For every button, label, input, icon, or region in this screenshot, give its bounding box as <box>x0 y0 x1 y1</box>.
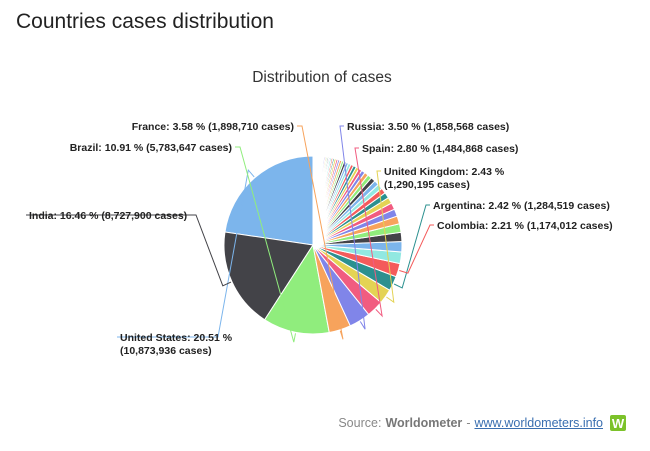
data-label-argentina: Argentina: 2.42 % (1,284,519 cases) <box>433 200 610 212</box>
data-label-line2: (10,873,936 cases) <box>120 345 212 357</box>
page-heading: Countries cases distribution <box>16 10 274 33</box>
data-label-united-states: United States: 20.51 % <box>120 332 233 344</box>
data-label-brazil: Brazil: 10.91 % (5,783,647 cases) <box>70 142 232 154</box>
pie-slice-59[interactable] <box>312 155 315 246</box>
data-label-united-kingdom: United Kingdom: 2.43 % <box>384 166 505 178</box>
source-separator: - <box>466 416 471 430</box>
connector-line <box>354 147 383 318</box>
connector-line <box>235 146 296 343</box>
data-label-colombia: Colombia: 2.21 % (1,174,012 cases) <box>437 220 613 232</box>
pie-slice-india[interactable] <box>223 231 314 321</box>
chart-title: Distribution of cases <box>252 69 392 86</box>
pie-slice-united-states[interactable] <box>224 155 314 246</box>
connector-line <box>117 168 255 338</box>
data-label-india: India: 16.46 % (8,727,900 cases) <box>29 210 187 222</box>
connector-line <box>393 204 430 289</box>
pie-slices <box>223 155 403 335</box>
connector-line <box>339 125 366 330</box>
pie-slice-brazil[interactable] <box>263 243 330 335</box>
connector-line <box>297 125 344 340</box>
data-label-russia: Russia: 3.50 % (1,858,568 cases) <box>347 121 509 133</box>
worldometer-logo-icon: W <box>610 415 626 431</box>
data-label-line2: (1,290,195 cases) <box>384 179 470 191</box>
source-credit: Source: Worldometer - www.worldometers.i… <box>338 415 626 431</box>
source-prefix: Source: <box>338 416 382 430</box>
source-name: Worldometer <box>385 416 463 430</box>
connector-line <box>399 224 434 274</box>
source-link[interactable]: www.worldometers.info <box>474 416 603 430</box>
connector-line <box>26 214 232 287</box>
pie-labels: United States: 20.51 %(10,873,936 cases)… <box>26 121 613 357</box>
data-label-spain: Spain: 2.80 % (1,484,868 cases) <box>362 143 518 155</box>
connector-line <box>376 170 395 304</box>
data-label-france: France: 3.58 % (1,898,710 cases) <box>132 121 294 133</box>
